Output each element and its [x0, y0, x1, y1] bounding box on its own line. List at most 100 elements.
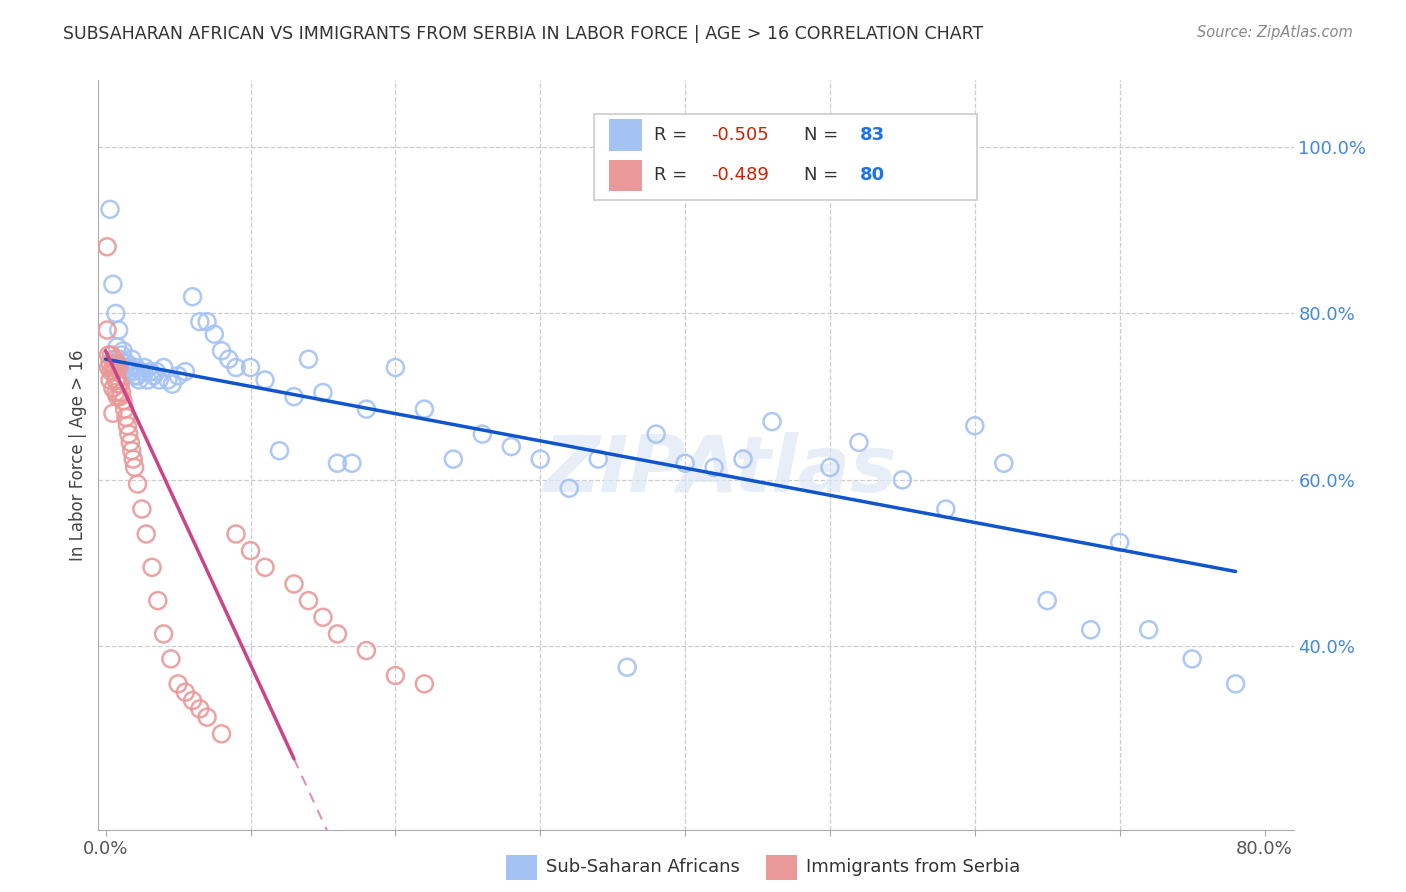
Point — [253, 560, 276, 574]
Point — [112, 393, 135, 408]
Point — [100, 365, 122, 379]
Point — [384, 360, 406, 375]
Point — [104, 385, 127, 400]
Point — [104, 373, 127, 387]
Point — [98, 202, 121, 217]
Point — [146, 593, 169, 607]
Point — [115, 410, 138, 425]
Point — [105, 340, 128, 354]
Point — [108, 377, 131, 392]
Point — [891, 473, 914, 487]
Point — [645, 427, 668, 442]
Point — [818, 460, 841, 475]
Text: -0.489: -0.489 — [711, 167, 769, 185]
Point — [110, 385, 132, 400]
Point — [105, 373, 128, 387]
Text: ZIPAtlas: ZIPAtlas — [543, 432, 897, 508]
Point — [703, 460, 725, 475]
Point — [120, 360, 142, 375]
Point — [253, 373, 276, 387]
Point — [124, 460, 146, 475]
Point — [340, 456, 363, 470]
Point — [160, 652, 183, 666]
Point — [97, 360, 120, 375]
Point — [283, 390, 305, 404]
Point — [167, 677, 190, 691]
Point — [97, 348, 120, 362]
Text: N =: N = — [804, 167, 844, 185]
Point — [110, 348, 132, 362]
Text: Immigrants from Serbia: Immigrants from Serbia — [806, 858, 1019, 876]
Point — [1108, 535, 1130, 549]
Point — [152, 627, 174, 641]
Point — [131, 365, 153, 379]
Text: R =: R = — [654, 167, 693, 185]
Point — [297, 593, 319, 607]
Point — [108, 390, 131, 404]
Point — [188, 702, 211, 716]
Point — [761, 415, 783, 429]
Point — [195, 710, 218, 724]
Point — [118, 365, 141, 379]
Point — [105, 356, 128, 370]
Point — [1181, 652, 1204, 666]
Point — [121, 443, 143, 458]
Point — [283, 577, 305, 591]
Text: Source: ZipAtlas.com: Source: ZipAtlas.com — [1197, 25, 1353, 40]
Text: R =: R = — [654, 126, 693, 144]
Point — [413, 677, 436, 691]
Point — [96, 323, 118, 337]
Point — [122, 452, 145, 467]
Point — [558, 481, 581, 495]
Text: SUBSAHARAN AFRICAN VS IMMIGRANTS FROM SERBIA IN LABOR FORCE | AGE > 16 CORRELATI: SUBSAHARAN AFRICAN VS IMMIGRANTS FROM SE… — [63, 25, 984, 43]
Point — [120, 435, 142, 450]
Point — [107, 360, 129, 375]
Point — [105, 390, 128, 404]
Point — [98, 356, 121, 370]
Point — [211, 727, 233, 741]
Point — [136, 373, 159, 387]
Point — [107, 377, 129, 392]
Point — [326, 627, 349, 641]
Point — [145, 365, 167, 379]
Point — [98, 373, 121, 387]
Point — [122, 365, 145, 379]
Point — [117, 418, 139, 433]
Point — [117, 356, 139, 370]
Point — [103, 365, 125, 379]
Point — [148, 373, 170, 387]
FancyBboxPatch shape — [595, 114, 977, 200]
Point — [115, 360, 138, 375]
Point — [101, 406, 124, 420]
Point — [225, 527, 247, 541]
Point — [529, 452, 551, 467]
Point — [127, 368, 149, 383]
Point — [174, 365, 197, 379]
Point — [107, 323, 129, 337]
Point — [114, 402, 136, 417]
Point — [174, 685, 197, 699]
Point — [312, 385, 335, 400]
Point — [471, 427, 494, 442]
Point — [195, 315, 218, 329]
Point — [1080, 623, 1102, 637]
Point — [1036, 593, 1059, 607]
Point — [162, 377, 184, 392]
Point — [225, 360, 247, 375]
Point — [104, 306, 127, 320]
Point — [112, 343, 135, 358]
Point — [114, 356, 136, 370]
Point — [1137, 623, 1160, 637]
Point — [731, 452, 754, 467]
Point — [104, 360, 127, 375]
Point — [167, 368, 190, 383]
Point — [141, 560, 163, 574]
Point — [103, 352, 125, 367]
FancyBboxPatch shape — [609, 160, 643, 191]
Point — [1225, 677, 1247, 691]
Point — [121, 352, 143, 367]
Point — [501, 440, 523, 454]
Point — [269, 443, 291, 458]
Text: -0.505: -0.505 — [711, 126, 769, 144]
Point — [326, 456, 349, 470]
